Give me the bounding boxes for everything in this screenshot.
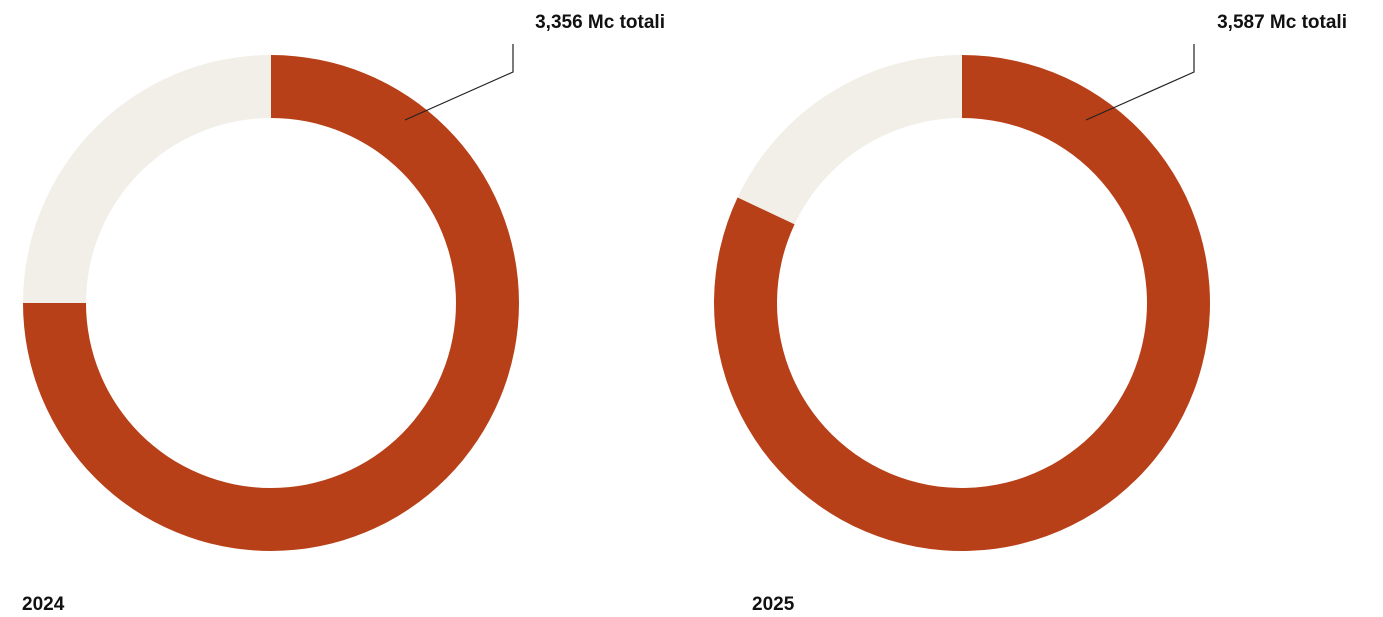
donut-segment bbox=[737, 55, 962, 225]
annotation: 3,356 Mc totali bbox=[535, 12, 665, 33]
annotation: 3,587 Mc totali bbox=[1217, 12, 1347, 33]
donut-segment bbox=[23, 55, 271, 303]
leader-line bbox=[404, 44, 514, 121]
leader-line bbox=[1085, 44, 1195, 121]
chart-title: 2025 bbox=[752, 594, 795, 615]
chart-title: 2024 bbox=[22, 594, 65, 615]
